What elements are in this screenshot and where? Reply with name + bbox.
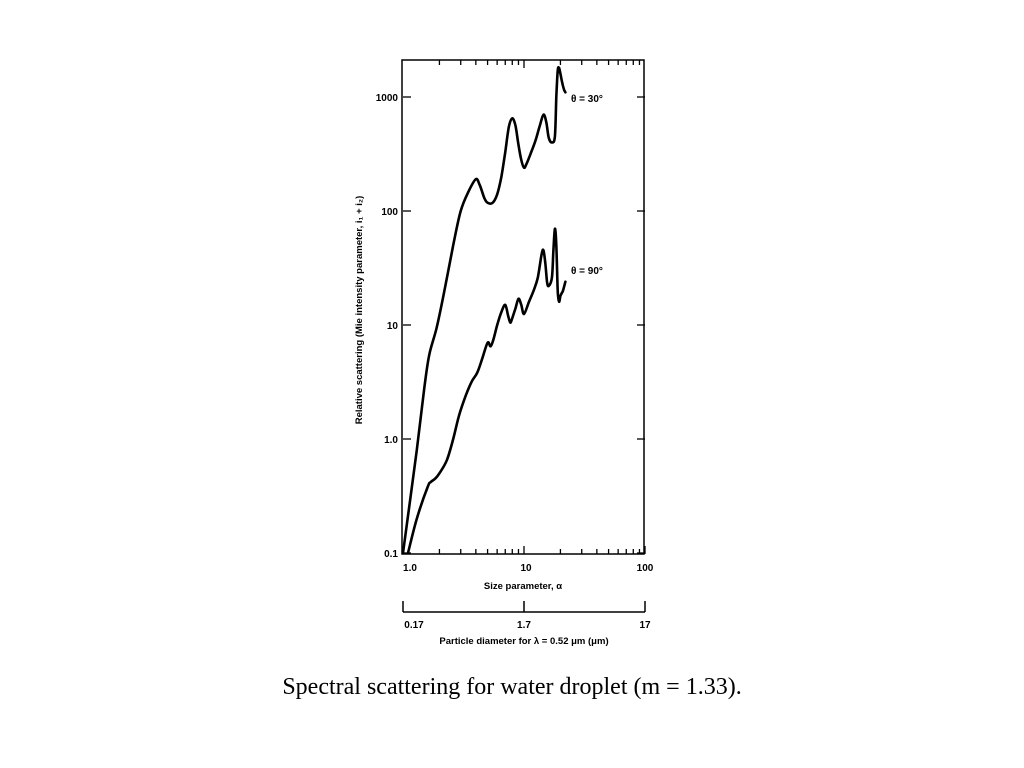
secondary-axis: 0.17 1.7 17 Particle diameter for λ = 0.… [402,601,651,647]
y-tick-label: 0.1 [384,549,398,560]
x-tick-labels: 1.0 10 100 [403,563,654,574]
y-tick-label: 10 [387,321,399,332]
annotation-theta-90: θ = 90° [571,266,603,277]
x-axis-title: Size parameter, α [484,581,562,592]
series-line-theta-90 [406,227,567,555]
secondary-tick-label: 0.17 [404,620,424,631]
x-tick-label: 100 [637,563,654,574]
secondary-tick-label: 1.7 [517,620,531,631]
x-tick-label: 1.0 [403,563,417,574]
secondary-axis-title: Particle diameter for λ = 0.52 μm (μm) [439,636,608,647]
series-line-theta-30 [401,66,567,555]
y-tick-label: 1000 [376,93,399,104]
secondary-tick-label: 17 [639,620,651,631]
annotation-theta-30: θ = 30° [571,94,603,105]
y-axis-title: Relative scattering (Mie intensity param… [354,196,365,425]
x-tick-label: 10 [520,563,532,574]
y-tick-label: 100 [381,207,398,218]
axis-ticks [402,60,646,554]
y-tick-labels: 0.1 1.0 10 100 1000 [376,93,399,560]
y-tick-label: 1.0 [384,435,398,446]
series-layer [401,66,567,555]
plot-frame [401,59,645,555]
figure-caption: Spectral scattering for water droplet (m… [282,674,742,700]
